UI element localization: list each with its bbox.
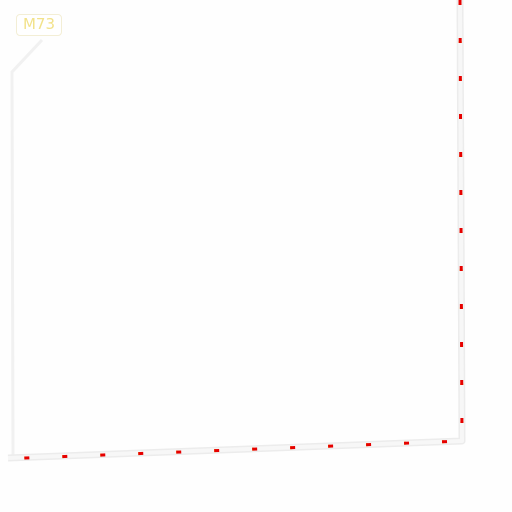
minor-road-left [10,38,44,457]
road-fill [7,0,464,460]
road-casing [7,0,466,462]
route-shield-text: M73 [22,15,56,33]
boundary-dash-yellow [0,0,464,461]
boundary-dash-red [0,0,464,461]
route-shield-label[interactable]: M73 [16,14,62,36]
